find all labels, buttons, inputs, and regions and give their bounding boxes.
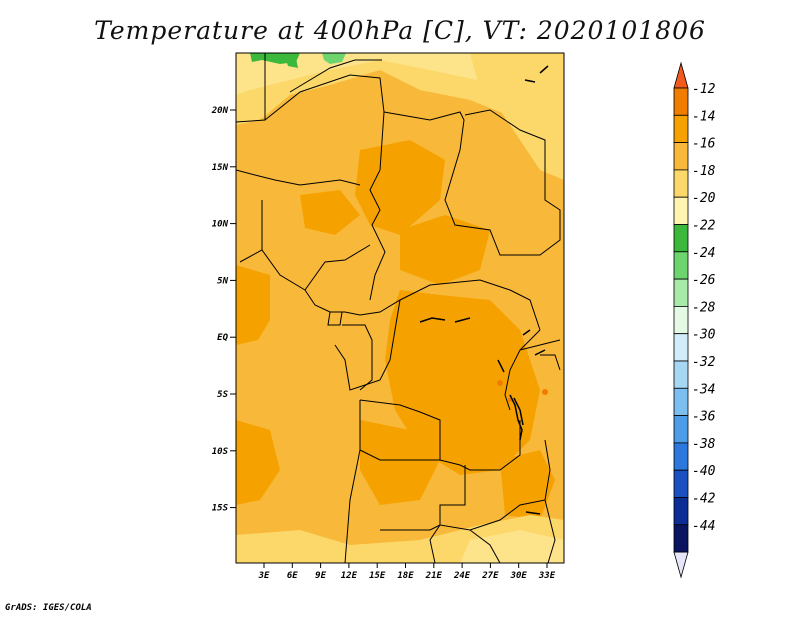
lat-label: 15N <box>212 163 229 173</box>
color-bar-label: -26 <box>692 273 716 288</box>
lakes <box>419 65 549 515</box>
lon-label: 15E <box>369 571 386 581</box>
color-bin <box>673 442 689 471</box>
color-bin <box>673 278 689 307</box>
lon-label: 21E <box>425 571 443 581</box>
map-frame <box>235 52 565 564</box>
color-bar-label: -40 <box>692 464 716 479</box>
color-bar-label: -42 <box>692 492 716 507</box>
lon-label: 9E <box>315 571 326 581</box>
lat-label: EQ <box>217 333 228 343</box>
color-bin <box>673 305 689 335</box>
color-bin <box>673 497 689 526</box>
longitude-axis: 3E 6E 9E 12E 15E 18E 21E 24E 27E 30E 33E <box>258 563 556 581</box>
color-bin <box>673 415 689 444</box>
color-bar-label: -30 <box>692 328 716 343</box>
lat-label: 10N <box>212 220 229 230</box>
lon-label: 12E <box>341 571 358 581</box>
lon-label: 27E <box>481 571 499 581</box>
color-bin <box>673 196 689 225</box>
color-bin <box>673 114 689 144</box>
color-bar-label: -32 <box>692 355 716 370</box>
country-borders <box>236 53 561 563</box>
color-bar-label: -20 <box>692 191 716 206</box>
color-bar-label: -24 <box>692 246 715 261</box>
color-bar-label: -38 <box>692 437 716 452</box>
color-bar-label: -16 <box>692 137 716 152</box>
color-bin <box>673 87 689 116</box>
color-bar <box>673 61 689 579</box>
color-bar-label: -22 <box>692 219 716 234</box>
temperature-field <box>236 53 564 563</box>
color-bar-label: -36 <box>692 410 716 425</box>
color-bar-label: -14 <box>692 109 715 124</box>
color-bin <box>673 524 689 553</box>
color-bin <box>673 169 689 198</box>
color-bin <box>673 61 689 89</box>
color-bar-label: -18 <box>692 164 716 179</box>
latitude-axis: 20N 15N 10N 5N EQ 5S 10S 15S <box>211 106 236 514</box>
color-bin <box>673 333 689 362</box>
color-bin <box>673 251 689 280</box>
color-bin <box>673 224 689 253</box>
map-title: Temperature at 400hPa [C], VT: 202010180… <box>94 16 706 45</box>
lat-label: 5N <box>217 276 228 286</box>
lat-label: 5S <box>217 390 228 400</box>
lat-label: 20N <box>211 106 229 116</box>
lon-label: 30E <box>510 571 528 581</box>
lat-label: 10S <box>212 447 229 457</box>
color-bar-label: -28 <box>692 300 716 315</box>
color-bar-label: -34 <box>692 382 715 397</box>
lon-label: 3E <box>258 571 270 581</box>
color-bar-label: -12 <box>692 82 716 97</box>
color-bin <box>673 469 689 498</box>
color-bin <box>673 551 689 579</box>
lat-label: 15S <box>212 504 229 514</box>
lon-label: 33E <box>538 571 556 581</box>
lon-label: 24E <box>453 571 471 581</box>
credit-text: GrADS: IGES/COLA <box>5 603 92 613</box>
color-bin <box>673 360 689 389</box>
color-bar-label: -44 <box>692 519 715 534</box>
lon-label: 6E <box>287 571 298 581</box>
color-bar-labels: -12 -14 -16 -18 -20 -22 -24 -26 -28 -30 -32 -34 -36 -… <box>692 82 716 534</box>
color-bin <box>673 387 689 416</box>
lon-label: 18E <box>397 571 414 581</box>
color-bin <box>673 142 689 171</box>
